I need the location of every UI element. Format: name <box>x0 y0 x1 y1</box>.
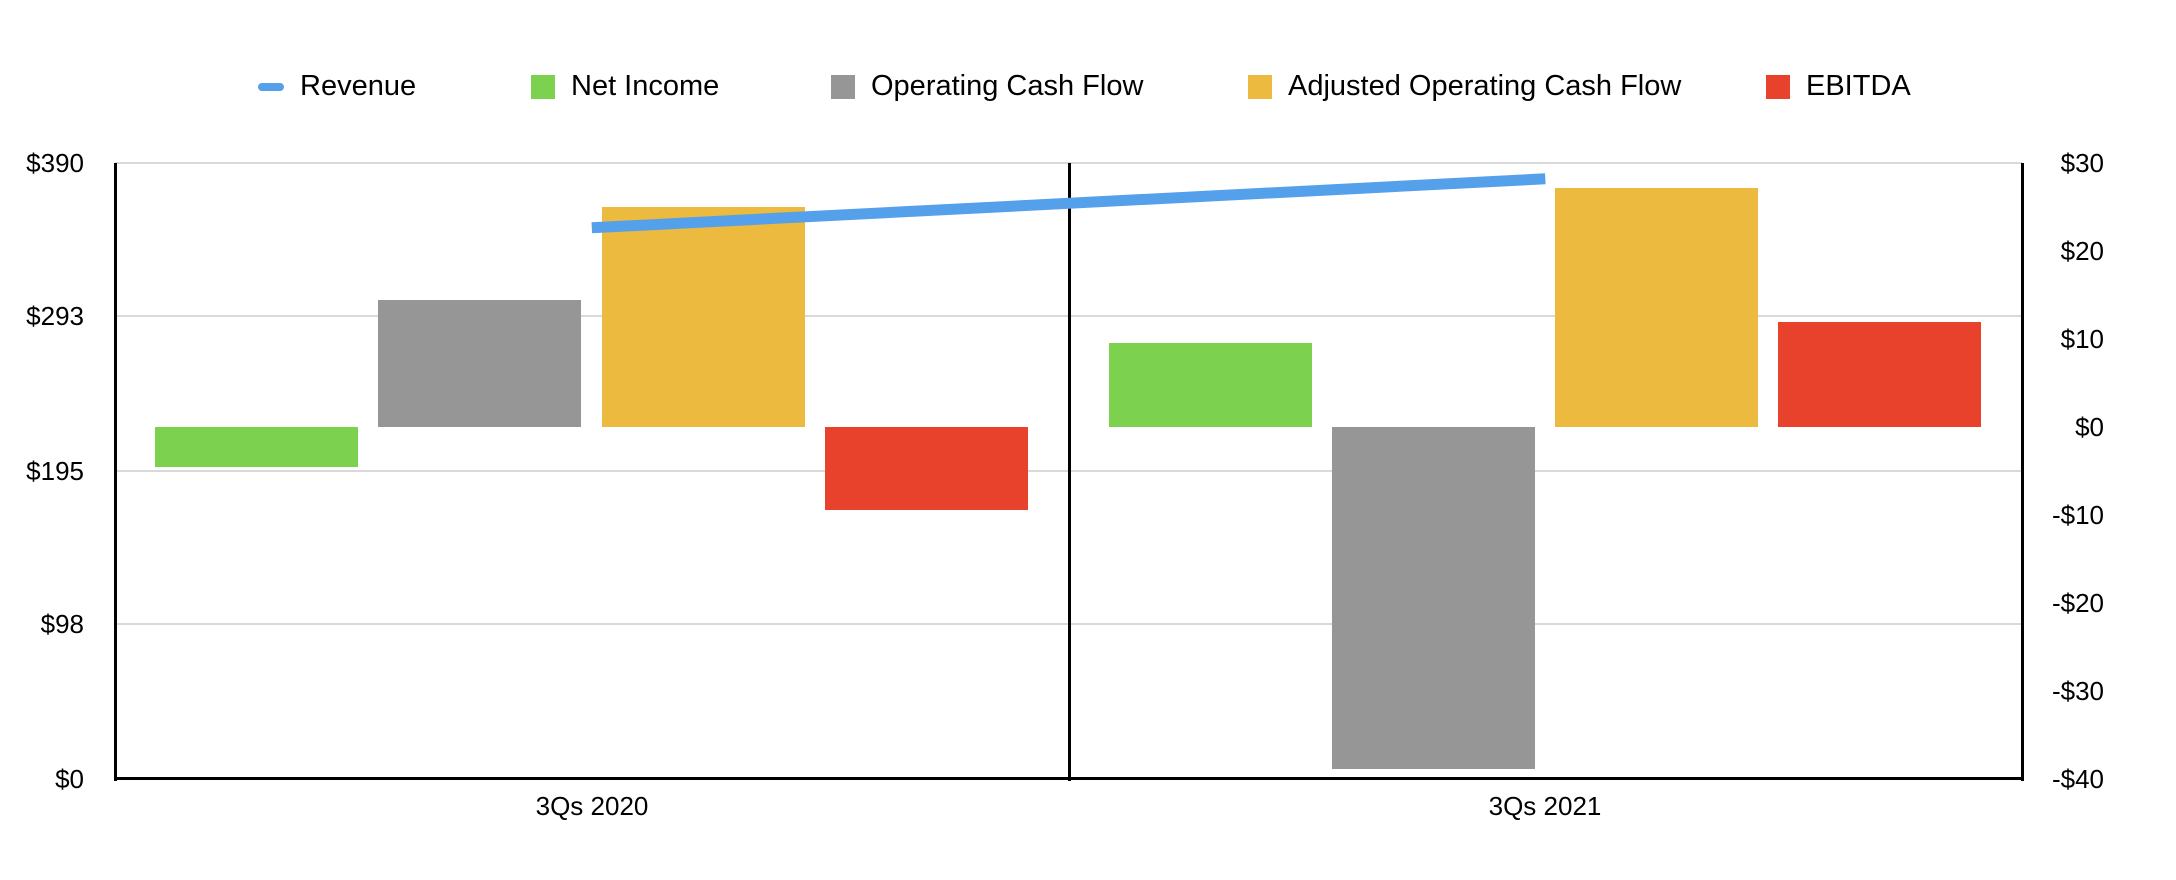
right-axis-line <box>2021 163 2024 781</box>
left-axis-tick-label: $293 <box>26 301 84 331</box>
operating-cash-flow-swatch-icon <box>831 74 855 99</box>
right-axis-tick-label: $10 <box>2060 324 2104 354</box>
legend-item-net-income[interactable]: Net Income <box>531 70 719 103</box>
right-axis-tick-label: -$40 <box>2051 764 2104 794</box>
right-axis-tick-label: $0 <box>2075 412 2104 442</box>
legend-item-ebitda[interactable]: EBITDA <box>1766 70 1911 103</box>
x-axis-label-3qs-2021: 3Qs 2021 <box>1488 791 1602 821</box>
right-axis-tick-label: -$20 <box>2051 588 2104 618</box>
left-axis-tick-label: $0 <box>55 764 84 794</box>
bar-net-income-3qs-2021[interactable] <box>1109 343 1312 427</box>
right-axis-tick-label: -$30 <box>2051 676 2104 706</box>
legend-item-revenue[interactable]: Revenue <box>258 70 416 103</box>
adjusted-operating-cash-flow-swatch-icon <box>1248 74 1272 99</box>
right-axis-tick-label: $20 <box>2060 236 2104 266</box>
bar-net-income-3qs-2020[interactable] <box>155 427 358 467</box>
left-axis-tick-label: $98 <box>40 609 84 639</box>
x-axis-label-3qs-2020: 3Qs 2020 <box>535 791 649 821</box>
left-axis-line <box>114 163 117 781</box>
revenue-line[interactable] <box>591 173 1546 234</box>
bar-ebitda-3qs-2021[interactable] <box>1778 322 1981 427</box>
revenue-line-swatch-icon <box>258 82 284 91</box>
bar-adjusted-operating-cash-flow-3qs-2021[interactable] <box>1555 188 1758 427</box>
category-divider-line <box>1068 163 1071 781</box>
bar-operating-cash-flow-3qs-2020[interactable] <box>378 300 581 427</box>
bar-ebitda-3qs-2020[interactable] <box>825 427 1028 510</box>
legend-item-adjusted-operating-cash-flow[interactable]: Adjusted Operating Cash Flow <box>1248 70 1681 103</box>
legend-label: Operating Cash Flow <box>871 70 1144 102</box>
legend-label: Adjusted Operating Cash Flow <box>1288 70 1682 102</box>
legend-item-operating-cash-flow[interactable]: Operating Cash Flow <box>831 70 1143 103</box>
legend-label: Net Income <box>571 70 720 102</box>
right-axis-tick-label: -$10 <box>2051 500 2104 530</box>
left-axis-tick-label: $195 <box>26 456 84 486</box>
bar-adjusted-operating-cash-flow-3qs-2020[interactable] <box>602 207 805 427</box>
legend-label: Revenue <box>300 70 417 102</box>
bar-operating-cash-flow-3qs-2021[interactable] <box>1332 427 1535 769</box>
left-axis-tick-label: $390 <box>26 148 84 178</box>
net-income-swatch-icon <box>531 74 555 99</box>
ebitda-swatch-icon <box>1766 74 1790 99</box>
legend-label: EBITDA <box>1806 70 1911 102</box>
right-axis-tick-label: $30 <box>2060 148 2104 178</box>
